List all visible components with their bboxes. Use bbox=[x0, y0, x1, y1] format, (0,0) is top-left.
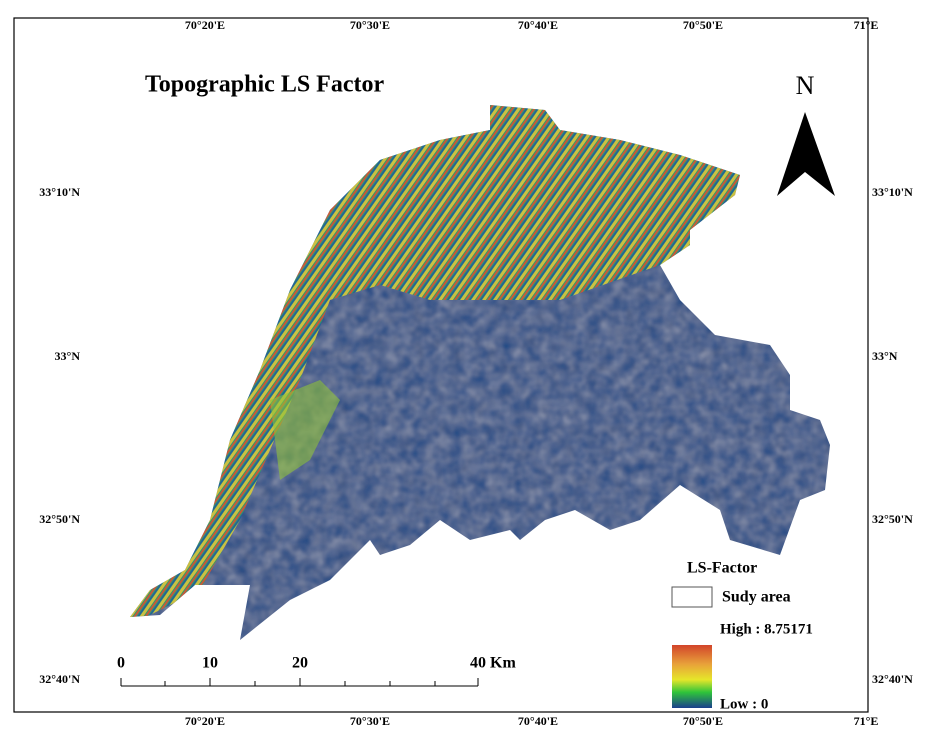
lat-label: 33°10'N bbox=[872, 185, 913, 199]
lon-label: 70°40'E bbox=[518, 714, 558, 728]
ls-color-ramp bbox=[672, 645, 712, 708]
lon-label: 70°20'E bbox=[185, 18, 225, 32]
lat-label: 33°N bbox=[55, 349, 81, 363]
legend: LS-Factor Sudy area High : 8.75171 Low :… bbox=[672, 560, 813, 713]
scale-label: 20 bbox=[292, 655, 308, 672]
lon-label: 70°30'E bbox=[350, 18, 390, 32]
lon-label: 70°30'E bbox=[350, 714, 390, 728]
map-figure: Topographic LS Factor N 70°20'E 70°30'E … bbox=[0, 0, 940, 733]
lon-label: 71°E bbox=[854, 18, 879, 32]
lat-label: 32°50'N bbox=[872, 512, 913, 526]
legend-label: High : 8.75171 bbox=[720, 621, 813, 637]
lat-label: 33°10'N bbox=[39, 185, 80, 199]
lon-label: 71°E bbox=[854, 714, 879, 728]
scale-label: 0 bbox=[117, 655, 125, 672]
lat-label: 32°40'N bbox=[872, 672, 913, 686]
lon-label: 70°20'E bbox=[185, 714, 225, 728]
study-area-swatch bbox=[672, 587, 712, 607]
legend-label: Sudy area bbox=[722, 589, 791, 606]
scale-label: 10 bbox=[202, 655, 218, 672]
lat-label: 32°40'N bbox=[39, 672, 80, 686]
lon-label: 70°50'E bbox=[683, 714, 723, 728]
lon-label: 70°50'E bbox=[683, 18, 723, 32]
north-arrow bbox=[777, 112, 835, 196]
lon-label: 70°40'E bbox=[518, 18, 558, 32]
map-title: Topographic LS Factor bbox=[145, 72, 384, 98]
lat-label: 32°50'N bbox=[39, 512, 80, 526]
scale-label: 40 Km bbox=[470, 655, 516, 672]
legend-title: LS-Factor bbox=[687, 560, 757, 577]
north-label: N bbox=[796, 71, 815, 100]
scale-bar: 0 10 20 40 Km bbox=[117, 655, 516, 686]
legend-label: Low : 0 bbox=[720, 696, 768, 712]
lat-label: 33°N bbox=[872, 349, 898, 363]
